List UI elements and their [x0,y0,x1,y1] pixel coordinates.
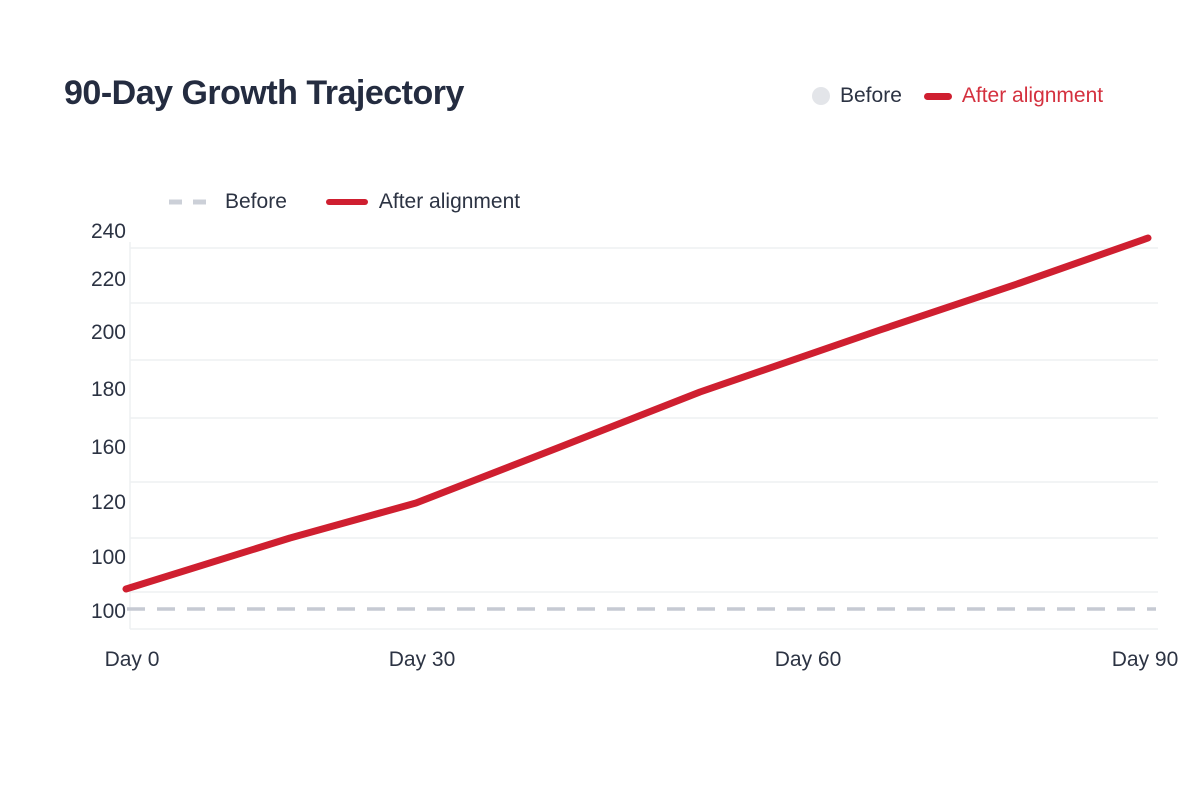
before-dashed-line-icon [169,199,213,205]
y-tick-label: 100 [90,546,126,569]
y-tick-label: 180 [90,378,126,401]
x-tick-label: Day 90 [1111,648,1179,671]
chart-title: 90-Day Growth Trajectory [64,74,464,112]
legend-inner: Before After alignment [167,188,520,216]
legend-top-item-after[interactable]: After alignment [923,84,1104,108]
y-tick-label: 120 [90,491,126,514]
legend-top-after-label: After alignment [961,84,1104,107]
y-tick-label: 240 [90,220,126,243]
legend-inner-after-label: After alignment [378,190,521,213]
legend-inner-item-before[interactable]: Before [167,190,287,214]
y-tick-label: 160 [90,436,126,459]
y-tick-label: 200 [90,321,126,344]
legend-top-before-label: Before [840,84,902,107]
after-series-line [122,234,1152,593]
y-tick-label: 220 [90,268,126,291]
legend-inner-item-after[interactable]: After alignment [325,190,520,214]
legend-inner-before-label: Before [225,190,287,213]
legend-top: Before After alignment [812,82,1103,110]
legend-top-item-before[interactable]: Before [812,84,902,108]
x-tick-label: Day 30 [388,648,456,671]
y-tick-label: 100 [90,600,126,623]
x-tick-label: Day 0 [104,648,160,671]
x-tick-label: Day 60 [774,648,842,671]
after-solid-line-icon [325,199,368,205]
before-dot-icon [812,87,830,105]
after-dash-icon [923,92,952,100]
